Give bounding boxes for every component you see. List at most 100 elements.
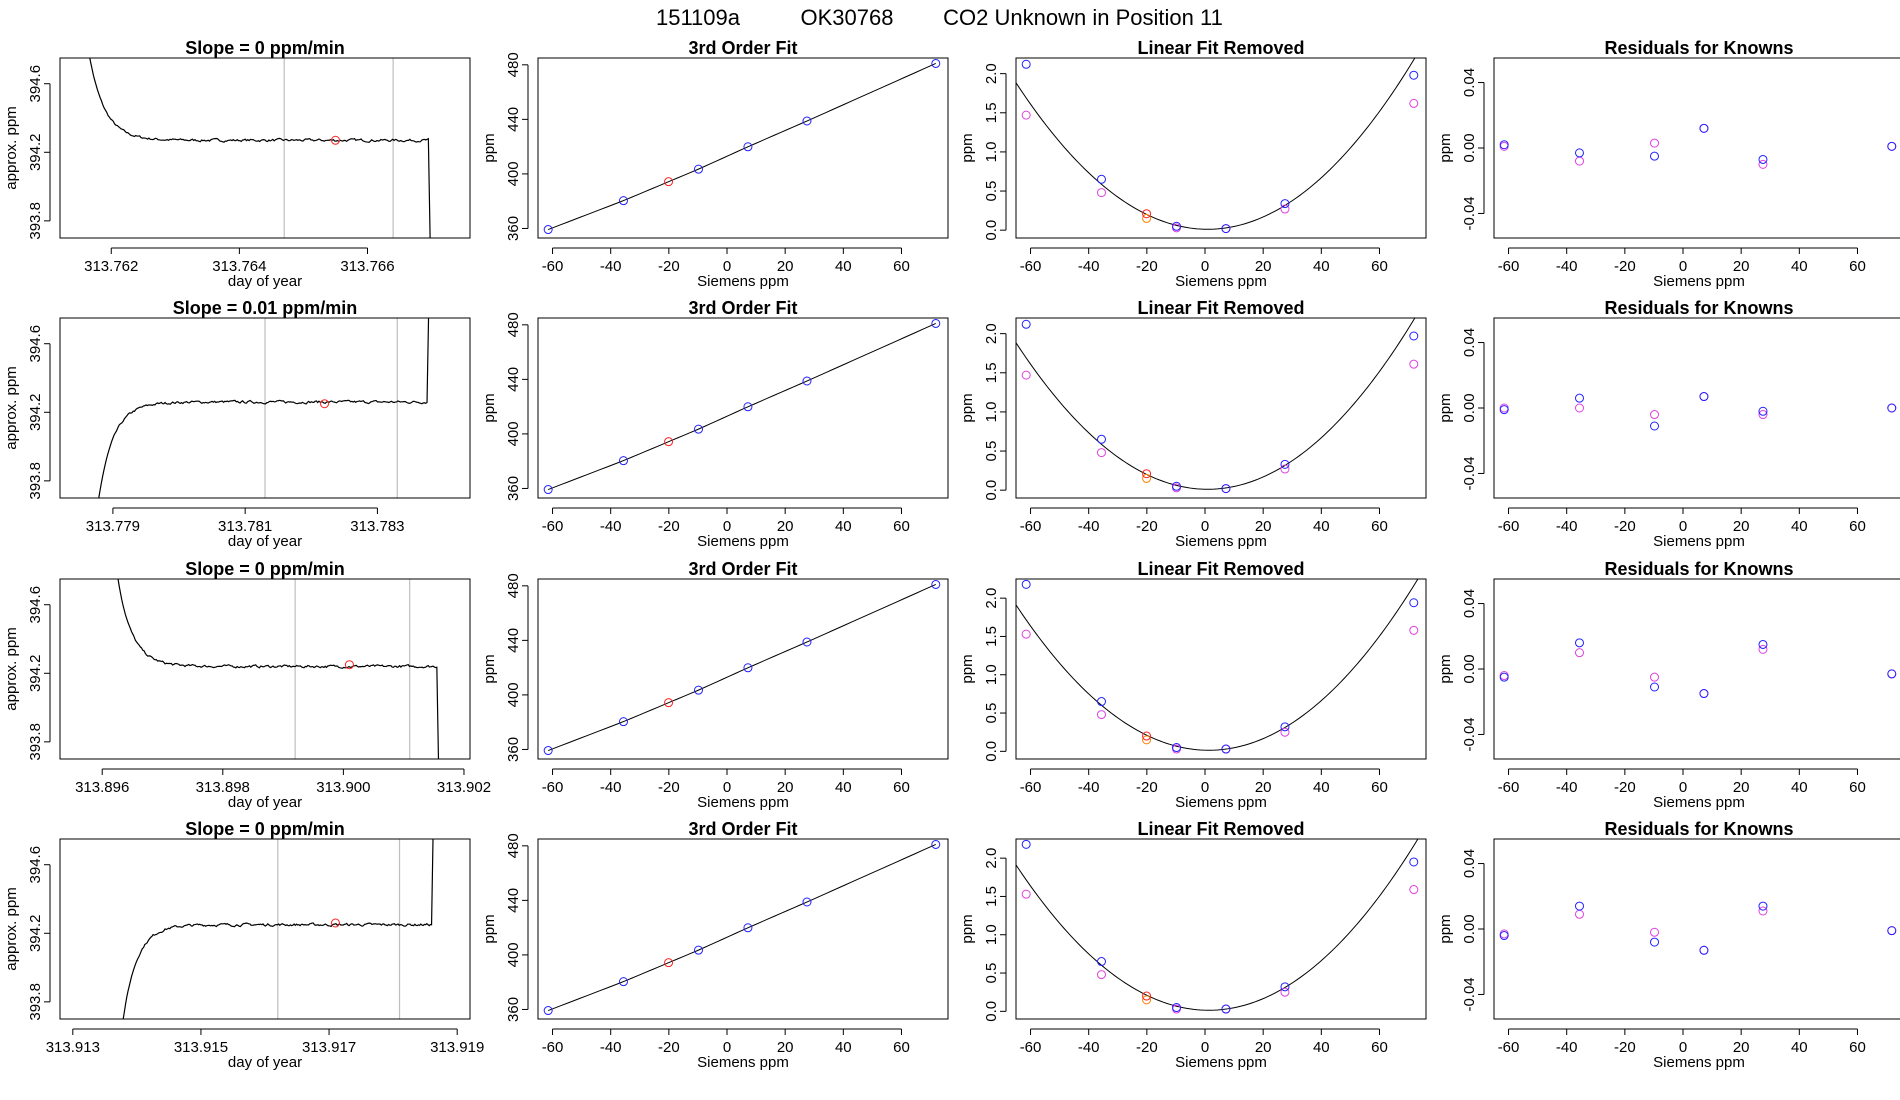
known-point (1280, 459, 1290, 469)
plot-content (1016, 318, 1419, 494)
known-standard-point (543, 225, 553, 235)
y-axis-label: ppm (481, 393, 498, 422)
known-point (1172, 481, 1182, 491)
y-tick-label: 393.8 (27, 723, 44, 761)
panel-title: 3rd Order Fit (688, 559, 797, 579)
x-tick-label: 40 (1313, 779, 1330, 796)
residual-point-alt (1574, 403, 1584, 413)
x-tick-label: 40 (835, 518, 852, 535)
x-axis-label: Siemens ppm (1653, 1054, 1745, 1071)
known-standard-point (802, 116, 812, 126)
x-tick-label: -20 (658, 1039, 680, 1056)
y-tick-label: 393.8 (27, 983, 44, 1021)
y-tick-label: 400 (505, 421, 522, 446)
x-tick-label: 40 (1791, 779, 1808, 796)
known-point (1021, 839, 1031, 849)
residual-point-alt (1574, 909, 1584, 919)
unknown-point (1142, 731, 1152, 741)
y-tick-label: 1.5 (983, 886, 1000, 907)
unknown-point (1142, 469, 1152, 479)
plot-content (1499, 638, 1897, 699)
y-tick-label: 1.0 (983, 401, 1000, 422)
unknown-sample-point (664, 698, 674, 708)
x-tick-label: 313.779 (86, 518, 140, 535)
panel-r3-trace: Slope = 0 ppm/min day of year approx. ppm 3… (3, 559, 491, 811)
residual-point (1887, 926, 1897, 936)
y-tick-label: -0.04 (1461, 196, 1478, 230)
y-axis-label: ppm (1437, 914, 1454, 943)
fit-curve-line (548, 322, 936, 491)
x-tick-label: 20 (1255, 1039, 1272, 1056)
x-axis-label: Siemens ppm (697, 533, 789, 550)
known-standard-point (802, 376, 812, 386)
y-tick-label: 2.0 (983, 63, 1000, 84)
y-tick-label: 480 (505, 312, 522, 337)
x-tick-label: 40 (835, 258, 852, 275)
x-tick-label: 0 (723, 258, 731, 275)
known-standard-point (543, 485, 553, 495)
x-axis-label: day of year (228, 794, 302, 811)
x-axis-label: Siemens ppm (1653, 794, 1745, 811)
y-tick-label: 1.5 (983, 362, 1000, 383)
residual-point-alt (1574, 156, 1584, 166)
x-tick-label: 313.762 (84, 258, 138, 275)
x-tick-label: -40 (1556, 779, 1578, 796)
y-tick-label: 0.5 (983, 963, 1000, 984)
known-standard-point (618, 196, 628, 206)
x-tick-label: 313.896 (75, 779, 129, 796)
y-tick-label: 0.00 (1461, 654, 1478, 683)
known-standard-point (694, 685, 704, 695)
x-tick-label: 40 (1791, 518, 1808, 535)
known-point (1096, 174, 1106, 184)
panel-title: 3rd Order Fit (688, 38, 797, 58)
x-tick-label: 20 (1733, 518, 1750, 535)
x-tick-label: -60 (1498, 258, 1520, 275)
y-tick-label: 480 (505, 52, 522, 77)
x-tick-label: 20 (1255, 518, 1272, 535)
x-tick-label: -40 (600, 258, 622, 275)
residual-point (1499, 140, 1509, 150)
panel-title: 3rd Order Fit (688, 298, 797, 318)
y-tick-label: 360 (505, 737, 522, 762)
plot-content (543, 318, 941, 495)
known-point-alt (1280, 464, 1290, 474)
x-tick-label: 0 (723, 779, 731, 796)
x-tick-label: 40 (835, 1039, 852, 1056)
unknown-mean-point (330, 135, 340, 145)
unknown-point (1142, 209, 1152, 219)
y-tick-label: 0.00 (1461, 133, 1478, 162)
residual-point-alt (1758, 906, 1768, 916)
panel-title: Linear Fit Removed (1137, 819, 1304, 839)
known-standard-point (931, 318, 941, 328)
y-axis-label: ppm (481, 914, 498, 943)
known-standard-point (931, 839, 941, 849)
y-tick-label: 393.8 (27, 202, 44, 240)
x-tick-label: 20 (1255, 779, 1272, 796)
plot-frame (537, 317, 949, 499)
x-tick-label: -20 (658, 779, 680, 796)
plot-content (1499, 901, 1897, 955)
y-tick-label: 0.04 (1461, 68, 1478, 97)
plot-frame (59, 317, 471, 499)
known-point-alt (1280, 204, 1290, 214)
panel-r4-residuals: Residuals for Knowns Siemens ppm ppm -60 -40… (1437, 819, 1900, 1071)
y-tick-label: 394.6 (27, 325, 44, 363)
figure-description: CO2 Unknown in Position 11 (943, 5, 1223, 30)
y-tick-label: 0.04 (1461, 849, 1478, 878)
y-axis-label: ppm (481, 133, 498, 162)
residual-point (1574, 638, 1584, 648)
x-tick-label: 313.764 (212, 258, 266, 275)
y-tick-label: 394.2 (27, 655, 44, 693)
panel-r3-linear_removed: Linear Fit Removed Siemens ppm ppm -60 -40 -2… (959, 559, 1427, 811)
known-point-alt (1096, 448, 1106, 458)
y-tick-label: -0.04 (1461, 717, 1478, 751)
y-tick-label: 394.6 (27, 586, 44, 624)
residual-point (1887, 141, 1897, 151)
y-tick-label: 0.0 (983, 480, 1000, 501)
x-tick-label: -60 (1498, 518, 1520, 535)
x-tick-label: -40 (600, 1039, 622, 1056)
residual-curve-line (1016, 579, 1419, 751)
x-tick-label: -20 (1614, 258, 1636, 275)
panel-title: 3rd Order Fit (688, 819, 797, 839)
x-tick-label: 60 (1849, 1039, 1866, 1056)
